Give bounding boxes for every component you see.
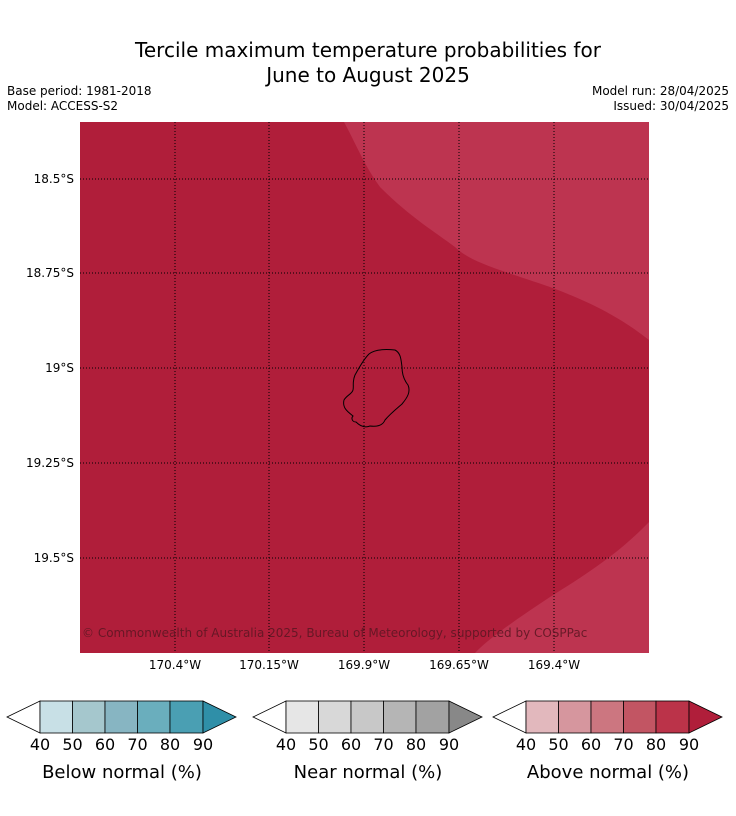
colorbar-segment bbox=[590, 700, 624, 734]
colorbar-tick: 80 bbox=[405, 735, 427, 754]
colorbar-ticks: 40 50 60 70 80 90 bbox=[492, 736, 724, 756]
meta-right: Model run: 28/04/2025 Issued: 30/04/2025 bbox=[592, 84, 729, 114]
lon-label: 169.65°W bbox=[429, 658, 489, 672]
lat-label: 19.25°S bbox=[26, 456, 74, 470]
lon-label: 169.9°W bbox=[337, 658, 391, 672]
colorbar-segment bbox=[169, 700, 204, 734]
colorbar-tick: 90 bbox=[678, 735, 700, 754]
colorbar-max-arrow bbox=[202, 700, 237, 734]
title-line-2: June to August 2025 bbox=[266, 63, 470, 87]
colorbar-min-arrow bbox=[492, 700, 527, 734]
colorbar-min-arrow bbox=[252, 700, 287, 734]
lat-label: 19.5°S bbox=[33, 551, 74, 565]
copyright-notice: © Commonwealth of Australia 2025, Bureau… bbox=[82, 626, 588, 640]
colorbar-tick: 90 bbox=[192, 735, 214, 754]
lon-label: 170.4°W bbox=[148, 658, 202, 672]
island-outline bbox=[343, 349, 410, 428]
base-period: Base period: 1981-2018 bbox=[7, 84, 152, 98]
colorbar-title: Below normal (%) bbox=[42, 762, 202, 783]
lon-label: 170.15°W bbox=[239, 658, 299, 672]
map-canvas bbox=[80, 122, 649, 653]
model-name: Model: ACCESS-S2 bbox=[7, 99, 119, 113]
colorbar-tick: 60 bbox=[340, 735, 362, 754]
colorbar-tick: 50 bbox=[548, 735, 569, 754]
colorbar-segment bbox=[558, 700, 592, 734]
colorbar-segment bbox=[318, 700, 352, 734]
colorbar-tick: 50 bbox=[62, 735, 83, 754]
colorbar-segment bbox=[383, 700, 417, 734]
probability-band-lower-right bbox=[475, 522, 649, 653]
colorbar-tick: 70 bbox=[373, 735, 394, 754]
lat-label: 18.5°S bbox=[33, 172, 74, 186]
colorbar-segment bbox=[285, 700, 319, 734]
colorbar-tick: 70 bbox=[127, 735, 148, 754]
lon-label: 169.4°W bbox=[527, 658, 581, 672]
colorbar-title: Near normal (%) bbox=[293, 762, 443, 783]
title-line-1: Tercile maximum temperature probabilitie… bbox=[135, 38, 601, 62]
colorbar-tick: 40 bbox=[275, 735, 297, 754]
graticule bbox=[80, 122, 649, 653]
lat-label: 18.75°S bbox=[26, 266, 74, 280]
map-title: Tercile maximum temperature probabilitie… bbox=[0, 38, 736, 88]
lat-label: 19°S bbox=[45, 361, 74, 375]
colorbar-tick: 60 bbox=[94, 735, 116, 754]
colorbar-tick: 90 bbox=[438, 735, 460, 754]
colorbar-segment bbox=[350, 700, 384, 734]
colorbar-segment bbox=[415, 700, 450, 734]
colorbar-tick: 80 bbox=[645, 735, 667, 754]
issued-date: Issued: 30/04/2025 bbox=[613, 99, 729, 113]
colorbar-tick: 50 bbox=[308, 735, 329, 754]
colorbar-segment bbox=[525, 700, 559, 734]
colorbar-ticks: 40 50 60 70 80 90 bbox=[252, 736, 484, 756]
colorbar-tick: 60 bbox=[580, 735, 602, 754]
colorbar-near-normal: 40 50 60 70 80 90 Near normal (%) bbox=[252, 700, 484, 783]
map-panel bbox=[80, 122, 649, 653]
model-run: Model run: 28/04/2025 bbox=[591, 84, 729, 98]
colorbar-graphic bbox=[252, 700, 483, 734]
probability-band-upper-right bbox=[344, 122, 649, 340]
meta-left: Base period: 1981-2018 Model: ACCESS-S2 bbox=[7, 84, 152, 114]
colorbar-tick: 40 bbox=[29, 735, 51, 754]
colorbar-segment bbox=[104, 700, 138, 734]
colorbar-segment bbox=[655, 700, 690, 734]
colorbar-tick: 40 bbox=[515, 735, 537, 754]
colorbar-tick: 70 bbox=[613, 735, 634, 754]
colorbar-below-normal: 40 50 60 70 80 90 Below normal (%) bbox=[6, 700, 238, 783]
colorbar-graphic bbox=[492, 700, 723, 734]
colorbar-title: Above normal (%) bbox=[526, 762, 690, 783]
colorbar-min-arrow bbox=[6, 700, 41, 734]
colorbar-segment bbox=[623, 700, 657, 734]
colorbar-segment bbox=[72, 700, 106, 734]
colorbar-max-arrow bbox=[448, 700, 483, 734]
colorbar-ticks: 40 50 60 70 80 90 bbox=[6, 736, 238, 756]
colorbar-tick: 80 bbox=[159, 735, 181, 754]
colorbar-segment bbox=[39, 700, 73, 734]
colorbar-max-arrow bbox=[688, 700, 723, 734]
colorbar-segment bbox=[137, 700, 171, 734]
colorbar-above-normal: 40 50 60 70 80 90 Above normal (%) bbox=[492, 700, 724, 783]
colorbar-graphic bbox=[6, 700, 237, 734]
